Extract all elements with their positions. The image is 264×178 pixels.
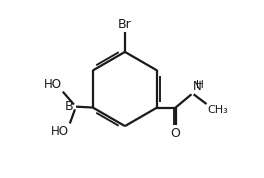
Text: HO: HO — [44, 78, 62, 91]
Text: H: H — [196, 80, 204, 90]
Text: B: B — [65, 100, 73, 113]
Text: Br: Br — [118, 18, 132, 31]
Text: HO: HO — [51, 125, 69, 138]
Text: O: O — [171, 127, 181, 140]
Text: N: N — [192, 80, 201, 93]
Text: CH₃: CH₃ — [208, 105, 228, 115]
